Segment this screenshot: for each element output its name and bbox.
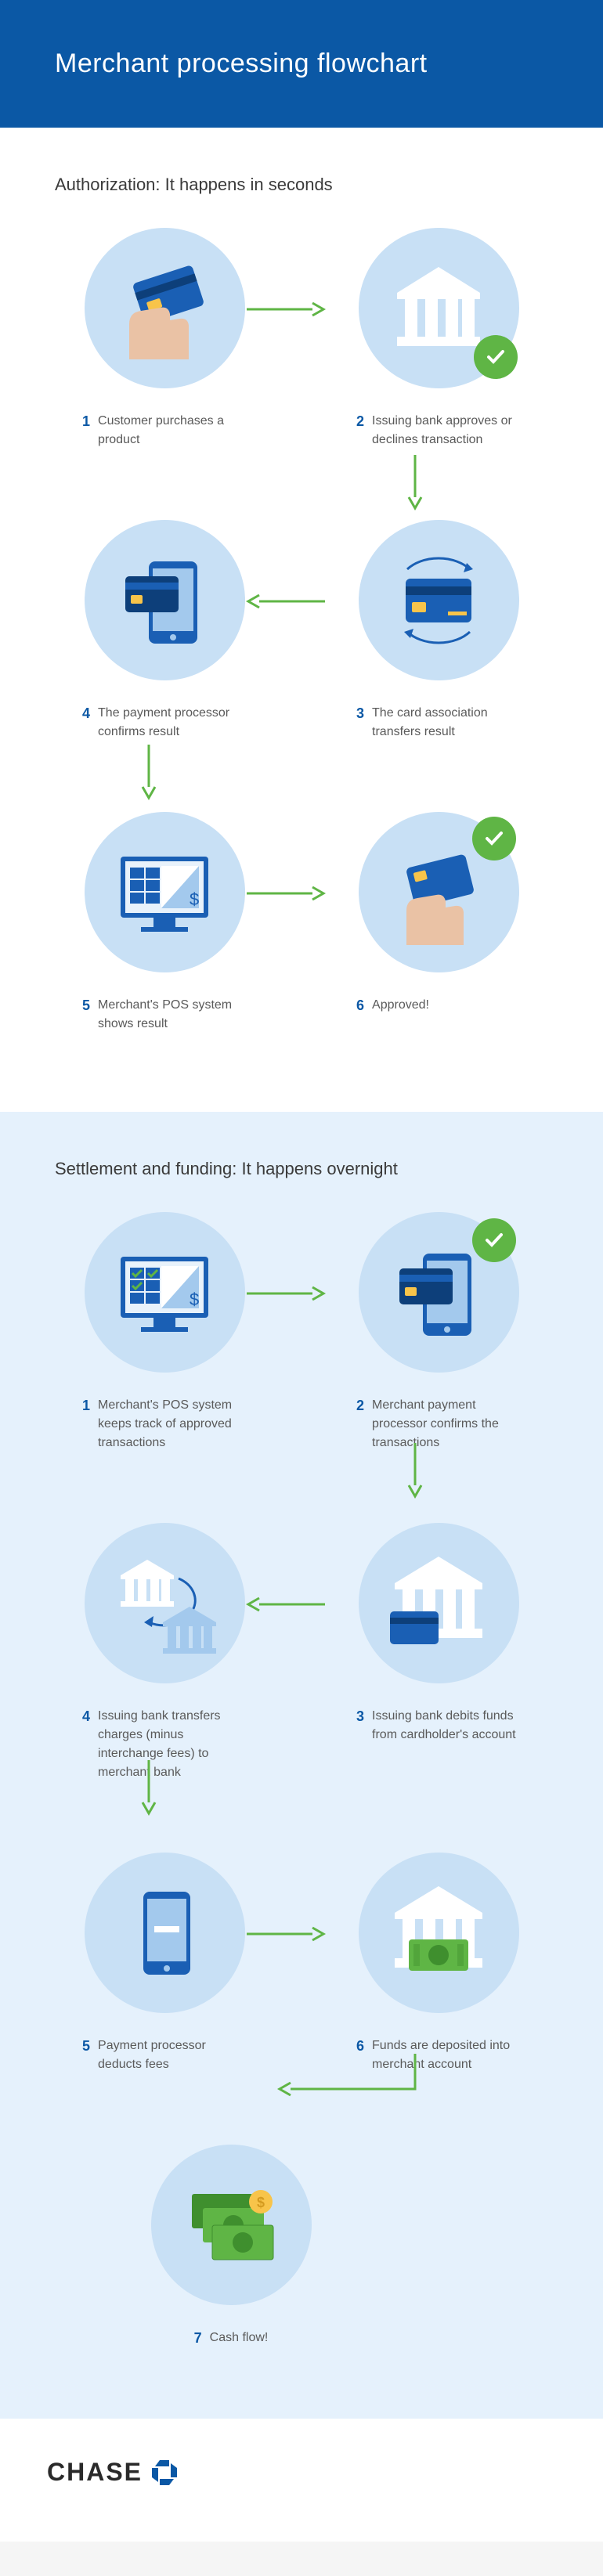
- svg-text:$: $: [190, 889, 199, 909]
- step-text: Issuing bank transfers charges (minus in…: [98, 1707, 247, 1782]
- step-3: 3 Issuing bank debits funds from cardhol…: [348, 1523, 529, 1744]
- step-text: Payment processor deducts fees: [98, 2037, 247, 2074]
- step-number: 5: [82, 996, 90, 1016]
- bank-debit-icon: [359, 1523, 519, 1683]
- caption: 7 Cash flow!: [141, 2329, 321, 2348]
- step-5: $ 5 Merchant's POS system shows result: [74, 812, 255, 1034]
- caption: 3 The card association transfers result: [348, 704, 529, 741]
- check-badge-icon: [474, 335, 518, 379]
- page-title: Merchant processing flowchart: [55, 49, 548, 79]
- chase-octagon-icon: [150, 2459, 179, 2487]
- caption: 6 Approved!: [348, 996, 529, 1016]
- step-5: 5 Payment processor deducts fees: [74, 1853, 255, 2074]
- step-text: Merchant's POS system keeps track of app…: [98, 1396, 247, 1452]
- step-3: 3 The card association transfers result: [348, 520, 529, 741]
- row: 4 Issuing bank transfers charges (minus …: [55, 1523, 548, 1782]
- row: 5 Payment processor deducts fees: [55, 1853, 548, 2074]
- step-number: 6: [356, 2037, 364, 2056]
- step-number: 3: [356, 1707, 364, 1726]
- caption: 6 Funds are deposited into merchant acco…: [348, 2037, 529, 2074]
- step-text: Issuing bank approves or declines transa…: [372, 412, 521, 449]
- row: 4 The payment processor confirms result: [55, 520, 548, 741]
- step-text: The payment processor confirms result: [98, 704, 247, 741]
- step-number: 6: [356, 996, 364, 1016]
- step-1: $ 1 Merchant's POS system keeps track of…: [74, 1212, 255, 1452]
- phone-card-check-icon: [359, 1212, 519, 1373]
- hand-card-approved-icon: [359, 812, 519, 972]
- caption: 2 Issuing bank approves or declines tran…: [348, 412, 529, 449]
- step-7: $ 7 Cash flow!: [141, 2145, 321, 2348]
- step-number: 5: [82, 2037, 90, 2056]
- caption: 5 Payment processor deducts fees: [74, 2037, 255, 2074]
- step-text: Approved!: [372, 996, 429, 1015]
- bank-transfer-icon: [85, 1523, 245, 1683]
- infographic-page: Merchant processing flowchart Authorizat…: [0, 0, 603, 2542]
- step-6: 6 Funds are deposited into merchant acco…: [348, 1853, 529, 2074]
- card-transfer-icon: [359, 520, 519, 680]
- caption: 1 Merchant's POS system keeps track of a…: [74, 1396, 255, 1452]
- step-number: 4: [82, 1707, 90, 1726]
- caption: 2 Merchant payment processor confirms th…: [348, 1396, 529, 1452]
- step-number: 2: [356, 1396, 364, 1416]
- step-6: 6 Approved!: [348, 812, 529, 1016]
- section2-title: Settlement and funding: It happens overn…: [55, 1159, 548, 1179]
- chase-logo: CHASE: [47, 2458, 179, 2487]
- caption: 4 Issuing bank transfers charges (minus …: [74, 1707, 255, 1782]
- row: 1 Customer purchases a product: [55, 228, 548, 449]
- step-text: The card association transfers result: [372, 704, 521, 741]
- step-number: 2: [356, 412, 364, 431]
- step-text: Funds are deposited into merchant accoun…: [372, 2037, 521, 2074]
- caption: 1 Customer purchases a product: [74, 412, 255, 449]
- arrow-left-icon: [247, 592, 325, 615]
- arrow-right-icon: [247, 884, 325, 907]
- monitor-icon: $: [85, 812, 245, 972]
- step-number: 3: [356, 704, 364, 723]
- step-number: 4: [82, 704, 90, 723]
- arrow-left-icon: [247, 1595, 325, 1618]
- svg-text:$: $: [257, 2195, 265, 2210]
- step-number: 1: [82, 1396, 90, 1416]
- section1-grid: 1 Customer purchases a product: [55, 228, 548, 1034]
- step-text: Merchant payment processor confirms the …: [372, 1396, 521, 1452]
- step-1: 1 Customer purchases a product: [74, 228, 255, 449]
- phone-minus-icon: [85, 1853, 245, 2013]
- section-authorization: Authorization: It happens in seconds 1: [0, 128, 603, 1112]
- step-number: 7: [194, 2329, 202, 2348]
- monitor-tracked-icon: $: [85, 1212, 245, 1373]
- section-settlement: Settlement and funding: It happens overn…: [0, 1112, 603, 2419]
- row: $ 5 Merchant's POS system shows result: [55, 812, 548, 1034]
- step-2: 2 Issuing bank approves or declines tran…: [348, 228, 529, 449]
- arrow-down-icon: [406, 455, 424, 514]
- step-2: 2 Merchant payment processor confirms th…: [348, 1212, 529, 1452]
- section1-title: Authorization: It happens in seconds: [55, 175, 548, 195]
- step-text: Issuing bank debits funds from cardholde…: [372, 1707, 521, 1744]
- arrow-right-icon: [247, 300, 325, 323]
- page-header: Merchant processing flowchart: [0, 0, 603, 128]
- check-badge-icon: [472, 1218, 516, 1262]
- row: $ 1 Merchant's POS system keeps track of…: [55, 1212, 548, 1452]
- caption: 4 The payment processor confirms result: [74, 704, 255, 741]
- step-number: 1: [82, 412, 90, 431]
- bank-deposit-icon: [359, 1853, 519, 2013]
- step-text: Customer purchases a product: [98, 412, 247, 449]
- brand-name: CHASE: [47, 2458, 143, 2487]
- footer: CHASE: [0, 2419, 603, 2542]
- arrow-right-icon: [247, 1925, 325, 1947]
- step-4: 4 The payment processor confirms result: [74, 520, 255, 741]
- caption: 3 Issuing bank debits funds from cardhol…: [348, 1707, 529, 1744]
- bank-check-icon: [359, 228, 519, 388]
- step-text: Cash flow!: [210, 2329, 269, 2347]
- cash-flow-icon: $: [151, 2145, 312, 2305]
- arrow-down-icon: [139, 745, 158, 803]
- check-badge-icon: [472, 817, 516, 860]
- section2-grid: $ 1 Merchant's POS system keeps track of…: [55, 1212, 548, 2348]
- phone-card-icon: [85, 520, 245, 680]
- step-text: Merchant's POS system shows result: [98, 996, 247, 1034]
- svg-text:$: $: [190, 1290, 199, 1309]
- step-4: 4 Issuing bank transfers charges (minus …: [74, 1523, 255, 1782]
- caption: 5 Merchant's POS system shows result: [74, 996, 255, 1034]
- row: $ 7 Cash flow!: [55, 2145, 548, 2348]
- hand-card-icon: [85, 228, 245, 388]
- arrow-right-icon: [247, 1284, 325, 1307]
